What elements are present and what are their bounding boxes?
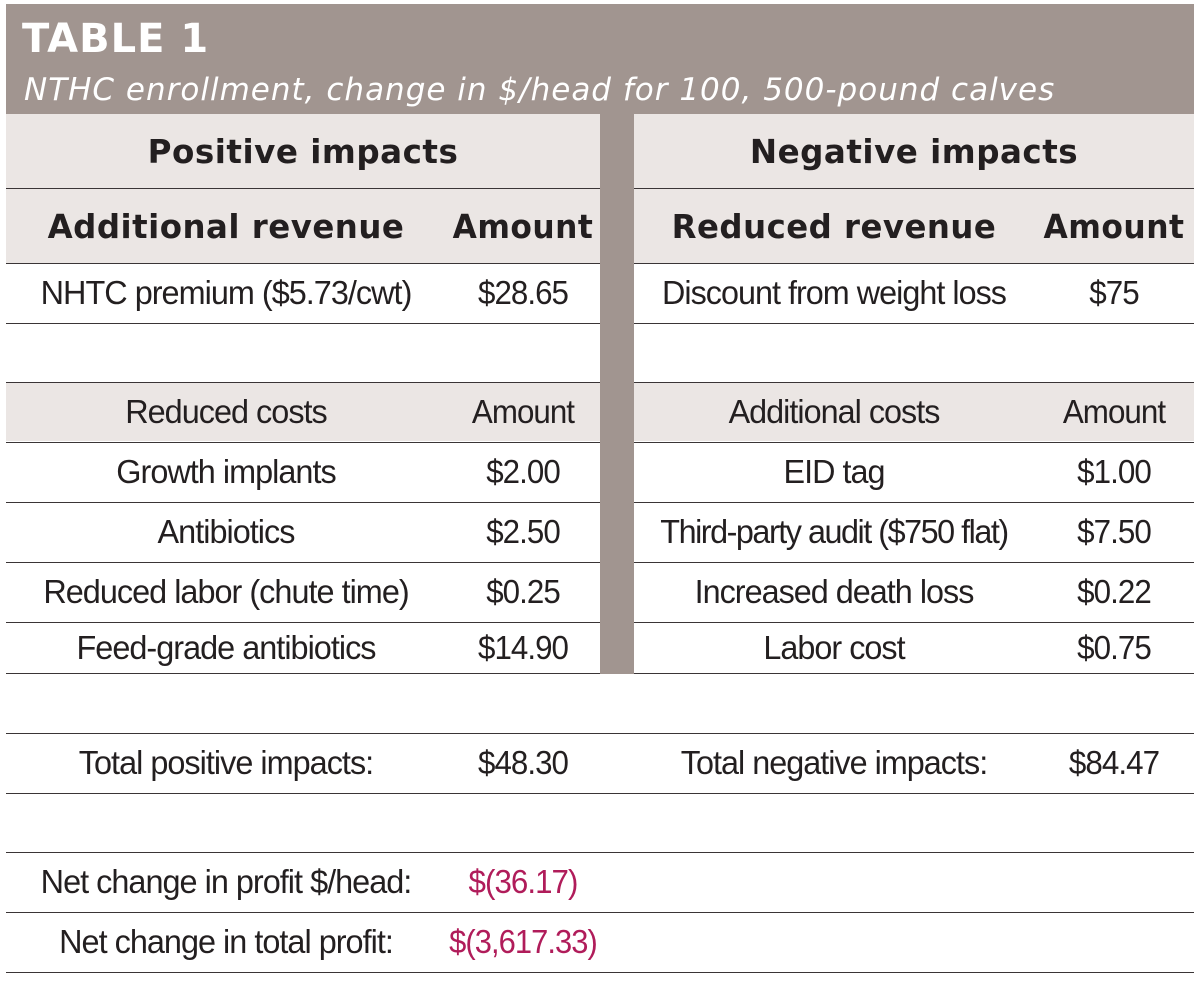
- cost-item: Feed-grade antibiotics: [76, 629, 376, 666]
- column-divider-band: [600, 114, 634, 674]
- positive-impacts-heading: Positive impacts: [147, 131, 459, 171]
- amount-header: Amount: [452, 206, 594, 246]
- total-negative-label: Total negative impacts:: [680, 744, 988, 781]
- revenue-amount: $75: [1089, 274, 1139, 311]
- amount-header: Amount: [1043, 206, 1185, 246]
- net-per-head-value: $(36.17): [468, 863, 579, 900]
- table-title: TABLE 1: [22, 16, 210, 62]
- table-row: NHTC premium ($5.73/cwt) $28.65 Discount…: [6, 264, 1194, 322]
- row-divider: [6, 733, 1194, 734]
- table-row: Reduced labor (chute time) $0.25 Increas…: [6, 563, 1194, 621]
- cost-amount: $0.22: [1077, 573, 1152, 610]
- total-positive-label: Total positive impacts:: [78, 744, 374, 781]
- row-divider: [6, 912, 1194, 913]
- totals-row: Total positive impacts: $48.30 Total neg…: [6, 734, 1194, 792]
- cost-amount: $2.50: [486, 513, 561, 550]
- reduced-revenue-header: Reduced revenue: [671, 206, 997, 246]
- table-row: Feed-grade antibiotics $14.90 Labor cost…: [6, 623, 1194, 673]
- amount-header: Amount: [1062, 393, 1166, 430]
- cost-amount: $0.75: [1077, 629, 1152, 666]
- cost-amount: $1.00: [1077, 453, 1152, 490]
- revenue-item: NHTC premium ($5.73/cwt): [40, 274, 413, 311]
- cost-amount: $7.50: [1077, 513, 1152, 550]
- cost-item: Third-party audit ($750 flat): [660, 513, 1009, 550]
- additional-revenue-header: Additional revenue: [47, 206, 405, 246]
- total-negative-amount: $84.47: [1068, 744, 1160, 781]
- cost-item: EID tag: [783, 453, 885, 490]
- row-divider: [6, 972, 1194, 973]
- cost-item: Antibiotics: [157, 513, 296, 550]
- reduced-costs-header: Reduced costs: [125, 393, 328, 430]
- net-total-label: Net change in total profit:: [59, 923, 394, 960]
- net-per-head-label: Net change in profit $/head:: [40, 863, 413, 900]
- amount-header: Amount: [471, 393, 575, 430]
- total-positive-amount: $48.30: [477, 744, 569, 781]
- table-banner: TABLE 1 NTHC enrollment, change in $/hea…: [6, 4, 1194, 114]
- cost-item: Growth implants: [116, 453, 336, 490]
- cost-amount: $14.90: [477, 629, 569, 666]
- row-divider: [6, 852, 1194, 853]
- cost-item: Reduced labor (chute time): [43, 573, 409, 610]
- negative-impacts-heading: Negative impacts: [749, 131, 1079, 171]
- net-total-value: $(3,617.33): [449, 923, 598, 960]
- table-subtitle: NTHC enrollment, change in $/head for 10…: [24, 72, 1056, 108]
- cost-amount: $2.00: [486, 453, 561, 490]
- revenue-item: Discount from weight loss: [662, 274, 1007, 311]
- cost-item: Increased death loss: [694, 573, 975, 610]
- cost-item: Labor cost: [763, 629, 905, 666]
- net-row: Net change in total profit: $(3,617.33): [6, 913, 1194, 971]
- table-row: Antibiotics $2.50 Third-party audit ($75…: [6, 503, 1194, 561]
- net-row: Net change in profit $/head: $(36.17): [6, 853, 1194, 911]
- table-row: Growth implants $2.00 EID tag $1.00: [6, 443, 1194, 501]
- additional-costs-header: Additional costs: [728, 393, 941, 430]
- row-divider: [6, 793, 1194, 794]
- revenue-amount: $28.65: [477, 274, 569, 311]
- cost-amount: $0.25: [486, 573, 561, 610]
